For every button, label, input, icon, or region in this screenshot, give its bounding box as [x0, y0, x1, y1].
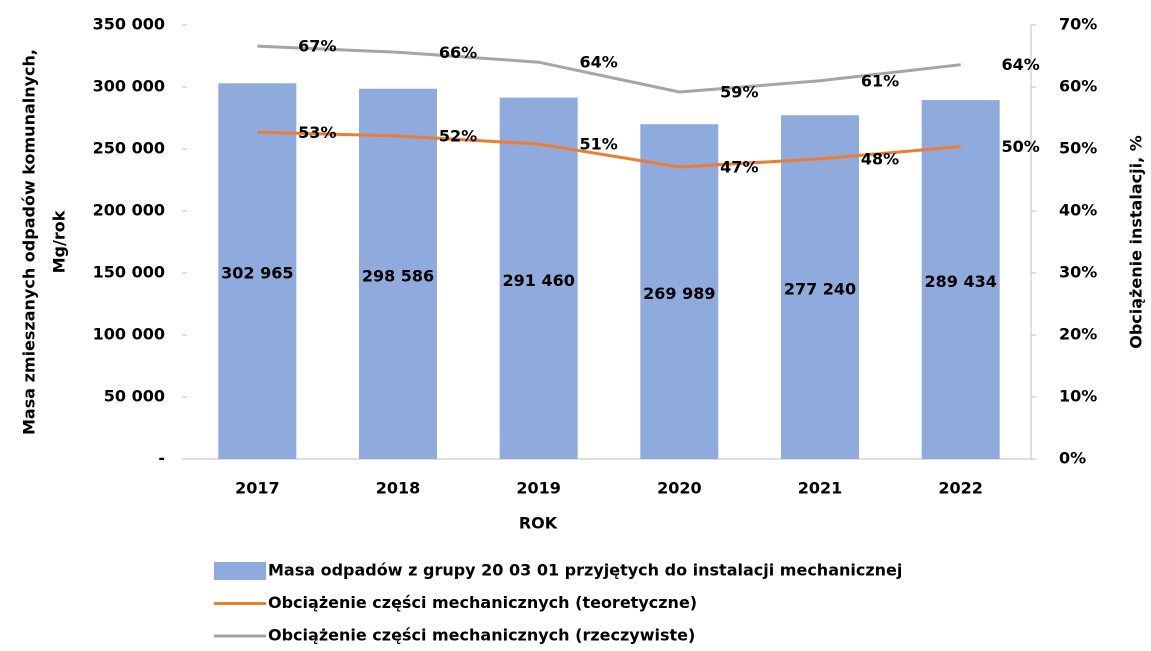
line-value-label: 61%: [861, 71, 899, 90]
y2-tick-label: 10%: [1059, 387, 1097, 406]
y2-tick-label: 60%: [1059, 77, 1097, 96]
y-tick-label: -: [158, 449, 165, 468]
y-tick-label: 250 000: [93, 139, 165, 158]
x-tick-label: 2017: [235, 479, 280, 498]
y-tick-label: 50 000: [104, 387, 165, 406]
line-value-label: 48%: [861, 149, 899, 168]
bar-value-label: 289 434: [924, 272, 996, 291]
x-tick-label: 2022: [938, 479, 983, 498]
bar: [218, 83, 297, 460]
x-tick-label: 2019: [516, 479, 561, 498]
bar-value-label: 298 586: [362, 266, 434, 285]
y2-tick-label: 40%: [1059, 201, 1097, 220]
bar-value-label: 269 989: [643, 284, 715, 303]
y-tick-label: 100 000: [93, 325, 165, 344]
line-value-label: 64%: [1002, 55, 1040, 74]
bar-value-label: 291 460: [502, 271, 574, 290]
bar: [499, 97, 578, 459]
x-tick-label: 2021: [798, 479, 843, 498]
x-tick-label: 2018: [376, 479, 421, 498]
y-tick-label: 200 000: [93, 201, 165, 220]
y-tick-label: 150 000: [93, 263, 165, 282]
y2-tick-label: 0%: [1059, 449, 1086, 468]
bar: [640, 124, 719, 460]
bar: [781, 115, 859, 459]
x-tick-label: 2020: [657, 479, 702, 498]
y2-tick-label: 20%: [1059, 325, 1097, 344]
line-value-label: 64%: [580, 53, 618, 72]
bar-value-label: 302 965: [221, 264, 293, 283]
line-value-label: 53%: [298, 123, 336, 142]
bar: [359, 88, 437, 459]
line-value-label: 52%: [439, 126, 477, 145]
y2-tick-label: 30%: [1059, 263, 1097, 282]
line-value-label: 47%: [720, 157, 758, 176]
y2-axis-title: Obciążenie instalacji, %: [1127, 135, 1146, 349]
line: [257, 44, 961, 94]
y-axis-title: Masa zmieszanych odpadów komunalnych,: [20, 49, 39, 435]
bar: [921, 100, 1000, 459]
legend-label: Obciążenie części mechanicznych (teorety…: [268, 593, 697, 612]
y-axis-title: Mg/rok: [50, 210, 69, 273]
y-tick-label: 350 000: [93, 15, 165, 34]
y2-tick-label: 70%: [1059, 15, 1097, 34]
line-value-label: 51%: [580, 135, 618, 154]
bar-value-label: 277 240: [784, 280, 856, 299]
legend-swatch: [214, 562, 266, 580]
line-value-label: 67%: [298, 37, 336, 56]
legend-label: Masa odpadów z grupy 20 03 01 przyjętych…: [268, 561, 902, 580]
line-value-label: 59%: [720, 82, 758, 101]
x-axis-title: ROK: [519, 514, 558, 533]
y-tick-label: 300 000: [93, 77, 165, 96]
y2-tick-label: 50%: [1059, 139, 1097, 158]
legend-label: Obciążenie części mechanicznych (rzeczyw…: [268, 626, 695, 645]
line-value-label: 66%: [439, 43, 477, 62]
line-value-label: 50%: [1002, 137, 1040, 156]
line: [257, 130, 961, 169]
